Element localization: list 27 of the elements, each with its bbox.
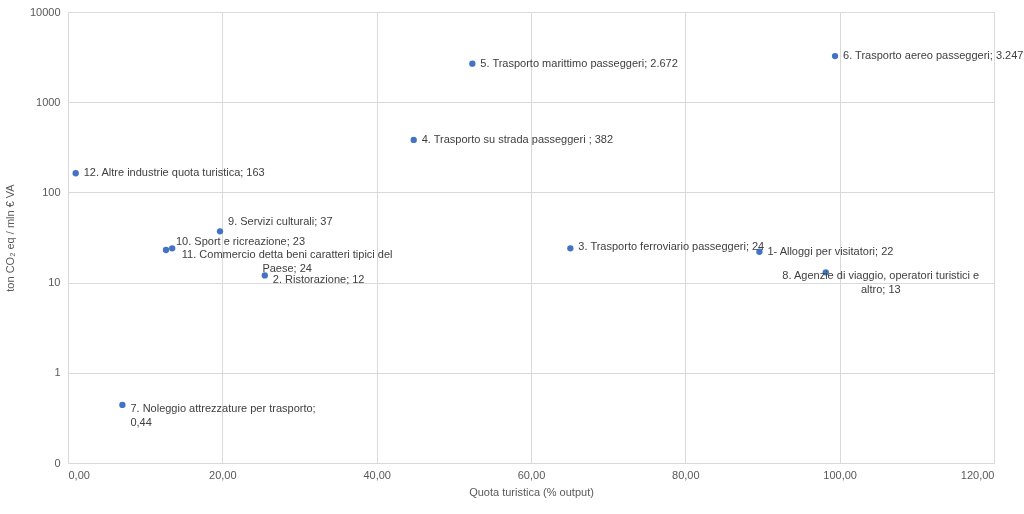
x-tick-label: 20,00 [209,468,237,481]
annotation: 2. Ristorazione; 12 [272,273,365,286]
x-tick-label: 80,00 [672,468,700,481]
annotation: 8. Agenzie di viaggio, operatori turistici e altro; 13 [782,269,980,296]
y-axis-title: ton CO₂ eq / mln € VA [3,183,16,292]
y-tick-label: 10000 [29,5,61,18]
annotation: 6. Trasporto aereo passeggeri; 3.247 [843,49,1024,62]
x-tick-label: 120,00 [960,468,995,481]
annotation: 7. Noleggio attrezzature per trasporto; 0,44 [130,401,316,428]
annotation: 4. Trasporto su strada passeggeri ; 382 [421,132,614,145]
x-tick-label: 100,00 [823,468,857,481]
y-tick-label: 1 [54,366,61,379]
x-tick-label: 40,00 [363,468,391,481]
y-tick-label: 0 [54,456,61,469]
y-tick-label: 100 [42,185,61,198]
annotation: 12. Altre industrie quota turistica; 163 [83,166,265,179]
annotation: 9. Servizi culturali; 37 [228,215,333,228]
y-tick-label: 10 [48,276,61,289]
y-tick-label: 1000 [36,95,61,108]
x-tick-label: 60,00 [517,468,546,481]
annotation: 10. Sport e ricreazione; 23 [176,234,306,247]
annotation: 11. Commercio detta beni caratteri tipici del Paese; 24 [181,248,393,275]
annotation: 1- Alloggi per visitatori; 22 [767,244,894,257]
x-tick-label: 0,00 [68,468,90,481]
annotation: 3. Trasporto ferroviario passeggeri; 24 [578,240,765,253]
x-axis-title: Quota turistica (% output) [469,485,594,498]
annotation: 5. Trasporto marittimo passeggeri; 2.672 [480,56,678,69]
